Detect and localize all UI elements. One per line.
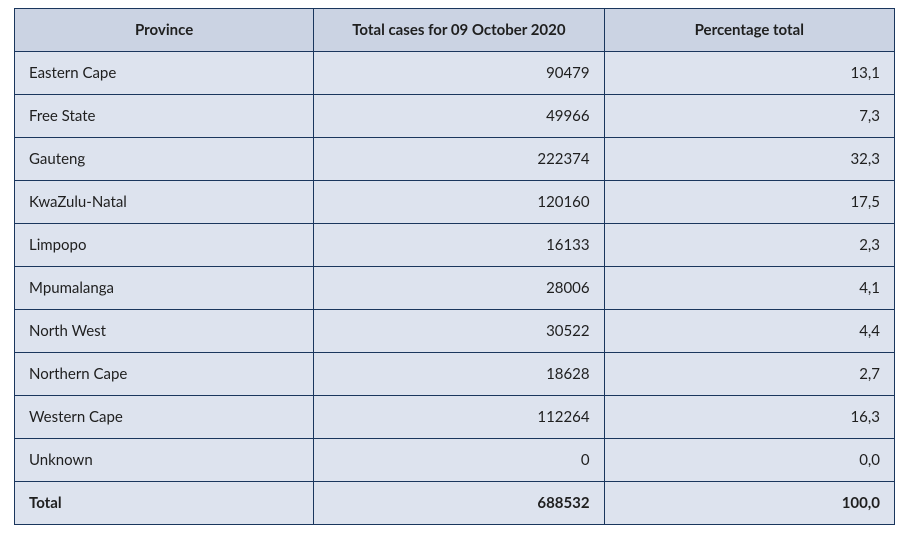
table-total-row: Total 688532 100,0 — [15, 482, 895, 525]
cell-cases: 112264 — [314, 396, 604, 439]
col-cases: Total cases for 09 October 2020 — [314, 9, 604, 52]
table-row: Unknown 0 0,0 — [15, 439, 895, 482]
cell-pct: 4,1 — [604, 267, 894, 310]
cell-cases: 16133 — [314, 224, 604, 267]
cell-province: North West — [15, 310, 314, 353]
cell-pct: 17,5 — [604, 181, 894, 224]
cell-province: Limpopo — [15, 224, 314, 267]
cell-pct: 2,3 — [604, 224, 894, 267]
cell-cases: 0 — [314, 439, 604, 482]
cell-cases: 28006 — [314, 267, 604, 310]
cell-total-label: Total — [15, 482, 314, 525]
cell-province: Eastern Cape — [15, 52, 314, 95]
cell-pct: 32,3 — [604, 138, 894, 181]
cell-province: KwaZulu-Natal — [15, 181, 314, 224]
cell-pct: 16,3 — [604, 396, 894, 439]
cell-province: Free State — [15, 95, 314, 138]
cell-cases: 120160 — [314, 181, 604, 224]
table-row: Limpopo 16133 2,3 — [15, 224, 895, 267]
cell-province: Gauteng — [15, 138, 314, 181]
cell-cases: 90479 — [314, 52, 604, 95]
cell-cases: 49966 — [314, 95, 604, 138]
cell-pct: 0,0 — [604, 439, 894, 482]
table-row: Northern Cape 18628 2,7 — [15, 353, 895, 396]
cell-pct: 2,7 — [604, 353, 894, 396]
col-province: Province — [15, 9, 314, 52]
table-header-row: Province Total cases for 09 October 2020… — [15, 9, 895, 52]
cell-pct: 13,1 — [604, 52, 894, 95]
cell-province: Mpumalanga — [15, 267, 314, 310]
cell-total-pct: 100,0 — [604, 482, 894, 525]
cell-province: Western Cape — [15, 396, 314, 439]
cell-cases: 30522 — [314, 310, 604, 353]
cell-cases: 18628 — [314, 353, 604, 396]
cases-table: Province Total cases for 09 October 2020… — [14, 8, 895, 525]
col-pct: Percentage total — [604, 9, 894, 52]
table-row: Gauteng 222374 32,3 — [15, 138, 895, 181]
cell-province: Northern Cape — [15, 353, 314, 396]
table-row: Eastern Cape 90479 13,1 — [15, 52, 895, 95]
cell-province: Unknown — [15, 439, 314, 482]
table-row: Free State 49966 7,3 — [15, 95, 895, 138]
table-row: North West 30522 4,4 — [15, 310, 895, 353]
table-row: KwaZulu-Natal 120160 17,5 — [15, 181, 895, 224]
table-row: Mpumalanga 28006 4,1 — [15, 267, 895, 310]
cell-cases: 222374 — [314, 138, 604, 181]
cell-total-cases: 688532 — [314, 482, 604, 525]
cell-pct: 7,3 — [604, 95, 894, 138]
table-row: Western Cape 112264 16,3 — [15, 396, 895, 439]
cell-pct: 4,4 — [604, 310, 894, 353]
